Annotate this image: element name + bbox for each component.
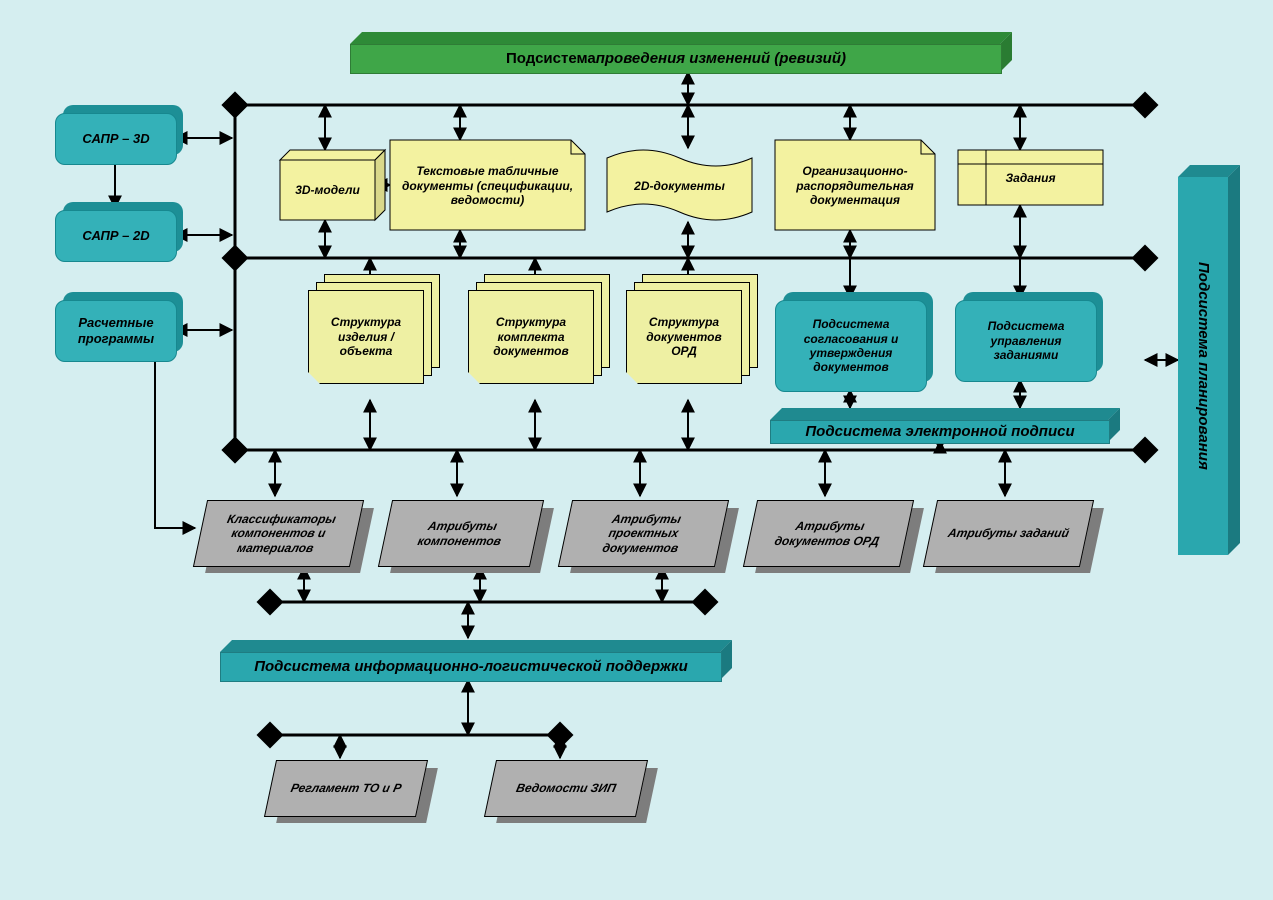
yellow-node-label: Задания [958,156,1103,201]
teal-node-capr2d: САПР – 2D [55,210,175,260]
subsystem-bar-bar_plan: Подсистема планирования [1178,165,1228,555]
grey-node-label: Атрибуты компонентов [379,501,543,566]
teal-node-label: САПР – 3D [56,114,176,164]
grey-node-g_attr2: Атрибуты проектных документов [565,500,720,565]
grey-node-g_attr1: Атрибуты компонентов [385,500,535,565]
yellow-node-y_org: Организационно-распорядительная документ… [775,140,935,230]
subsystem-bar-label: Подсистема информационно-логистической п… [221,653,721,681]
yellow-node-label: 3D-модели [280,160,375,220]
teal-node-label: Подсистема управления заданиями [956,301,1096,381]
yellow-node-label: Текстовые табличные документы (специфика… [390,146,585,226]
grey-node-g_zip: Ведомости ЗИП [490,760,640,815]
teal-node-label: САПР – 2D [56,211,176,261]
grey-node-label: Классификаторы компонентов и материалов [194,501,363,566]
subsystem-bar-label: Подсистема электронной подписи [771,421,1109,443]
yellow-node-y_text: Текстовые табличные документы (специфика… [390,140,585,230]
grey-node-label: Атрибуты заданий [924,501,1093,566]
subsystem-bar-label: Подсистема планирования [1178,177,1228,555]
yellow-node-y_3d: 3D-модели [280,150,385,220]
subsystem-bar-bar_top: Подсистема проведения изменений (ревизий… [350,32,1000,72]
grey-node-label: Регламент ТО и Р [265,761,427,816]
subsystem-bar-bar_log: Подсистема информационно-логистической п… [220,640,720,680]
grey-node-label: Атрибуты проектных документов [559,501,728,566]
docstack-label: Структура комплекта документов [469,291,593,383]
docstack-label: Структура документов ОРД [627,291,741,383]
yellow-node-y_task: Задания [958,150,1103,205]
grey-node-g_class: Классификаторы компонентов и материалов [200,500,355,565]
docstack-d_ord: Структура документов ОРД [626,290,756,390]
teal-node-capr3d: САПР – 3D [55,113,175,163]
docstack-label: Структура изделия / объекта [309,291,423,383]
docstack-d_prod: Структура изделия / объекта [308,290,438,390]
grey-node-label: Атрибуты документов ОРД [744,501,913,566]
subsystem-bar-bar_sig: Подсистема электронной подписи [770,408,1108,442]
teal-node-label: Подсистема согласования и утверждения до… [776,301,926,391]
yellow-node-label: 2D-документы [607,156,752,216]
teal-node-sub_agree: Подсистема согласования и утверждения до… [775,300,925,390]
teal-node-calc: Расчетные программы [55,300,175,360]
teal-node-label: Расчетные программы [56,301,176,361]
grey-node-g_attr4: Атрибуты заданий [930,500,1085,565]
docstack-d_set: Структура комплекта документов [468,290,608,390]
grey-node-g_reg: Регламент ТО и Р [270,760,420,815]
yellow-node-y_2d: 2D-документы [607,150,752,220]
grey-node-label: Ведомости ЗИП [485,761,647,816]
yellow-node-label: Организационно-распорядительная документ… [775,146,935,226]
grey-node-g_attr3: Атрибуты документов ОРД [750,500,905,565]
teal-node-sub_tasks: Подсистема управления заданиями [955,300,1095,380]
diagram-canvas: 3D-моделиТекстовые табличные документы (… [0,0,1273,900]
subsystem-bar-label: Подсистема проведения изменений (ревизий… [351,45,1001,73]
